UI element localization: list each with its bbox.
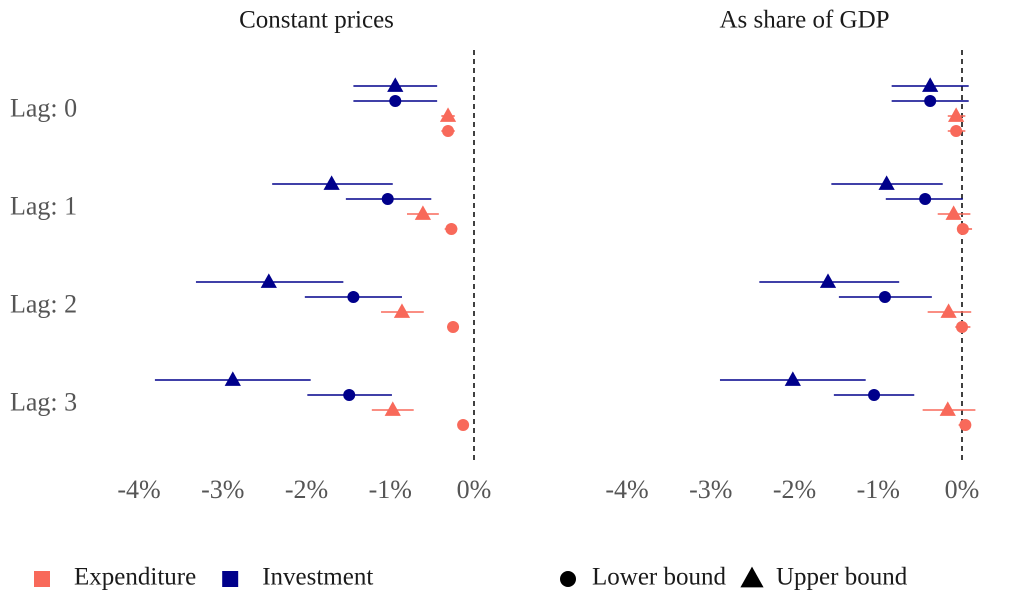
point (948, 107, 965, 122)
point (414, 205, 432, 220)
point (878, 175, 895, 190)
point (819, 273, 837, 288)
legend-swatch (222, 571, 239, 587)
point (878, 291, 891, 303)
y-tick-label: Lag: 1 (10, 191, 77, 220)
x-tick-label: 0% (457, 475, 492, 504)
x-tick-label: -3% (201, 475, 244, 504)
point (457, 419, 470, 431)
y-tick-label: Lag: 3 (10, 387, 77, 416)
point (343, 389, 356, 401)
legend-label: Expenditure (74, 564, 196, 591)
point (442, 125, 455, 137)
legend-label: Investment (262, 564, 373, 591)
legend-label: Lower bound (592, 564, 726, 591)
point (323, 175, 340, 190)
point (919, 193, 932, 205)
point (945, 205, 962, 220)
point (950, 125, 963, 137)
point (260, 273, 277, 288)
point (784, 371, 801, 386)
point (959, 419, 972, 431)
point (956, 223, 969, 235)
x-tick-label: -2% (285, 475, 328, 504)
x-tick-label: 0% (945, 475, 980, 504)
x-tick-label: -3% (689, 475, 732, 504)
y-tick-label: Lag: 0 (10, 93, 77, 122)
point (224, 371, 241, 386)
y-tick-label: Lag: 2 (10, 289, 77, 318)
point (940, 303, 957, 318)
point (384, 401, 401, 416)
point (389, 95, 402, 107)
point (347, 291, 360, 303)
point (956, 321, 968, 333)
point (447, 321, 460, 333)
point (393, 303, 411, 318)
panel-title: As share of GDP (719, 7, 889, 34)
point (381, 193, 394, 205)
legend-marker (740, 566, 764, 588)
point (868, 389, 881, 401)
point (445, 223, 458, 235)
point (924, 95, 937, 107)
point (387, 77, 404, 92)
legend-label: Upper bound (776, 564, 908, 591)
legend-marker (560, 571, 576, 587)
point (439, 107, 457, 122)
panel-title: Constant prices (239, 7, 394, 34)
x-tick-label: -1% (369, 475, 412, 504)
point (939, 401, 956, 416)
x-tick-label: -4% (605, 475, 648, 504)
legend-swatch (34, 571, 50, 587)
x-tick-label: -2% (773, 475, 816, 504)
x-tick-label: -4% (117, 475, 160, 504)
point (922, 77, 939, 92)
x-tick-label: -1% (857, 475, 900, 504)
